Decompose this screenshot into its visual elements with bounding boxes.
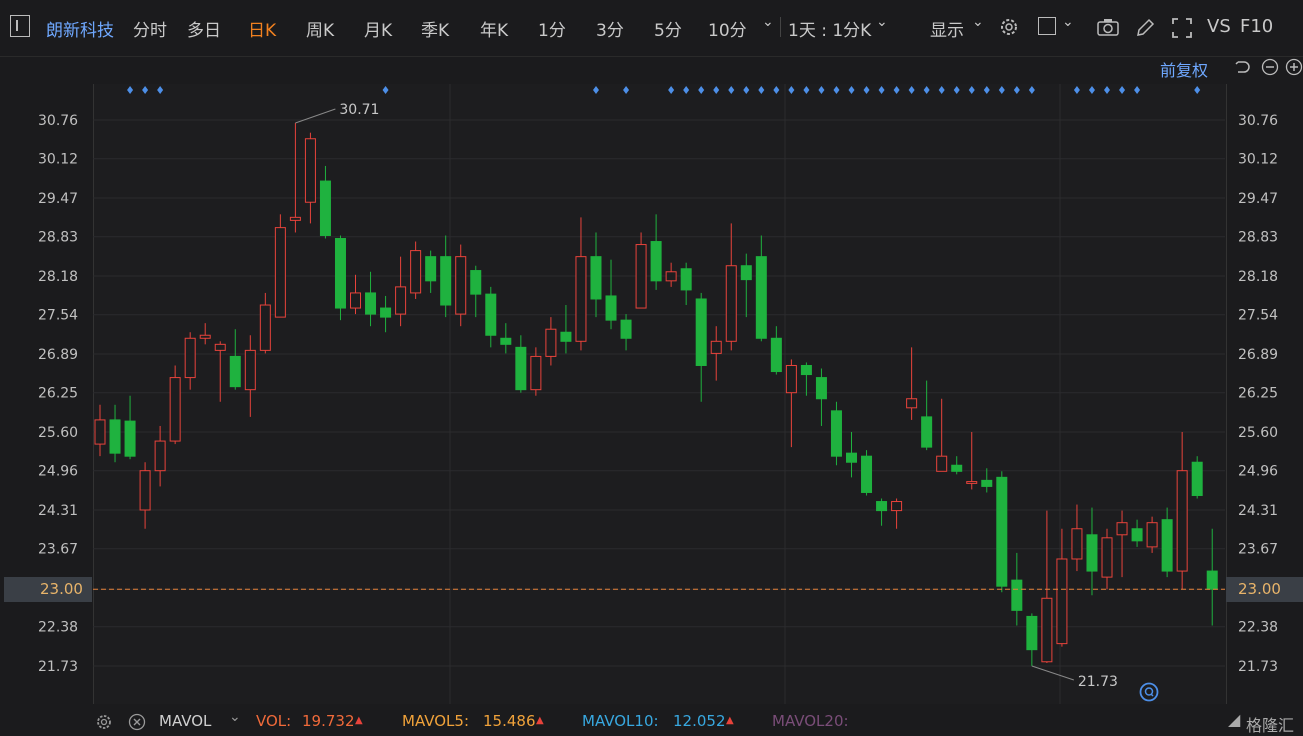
close-icon[interactable] bbox=[128, 713, 146, 735]
current-price-tag-left bbox=[4, 577, 92, 602]
price-label-right: 24.31 bbox=[1238, 503, 1278, 519]
price-label-right: 21.73 bbox=[1238, 659, 1278, 675]
price-label-right: 23.67 bbox=[1238, 542, 1278, 558]
divider bbox=[780, 17, 781, 37]
tab-yearly-k[interactable]: 年K bbox=[480, 21, 509, 41]
tab-fenshi[interactable]: 分时 bbox=[133, 21, 167, 41]
tab-3min[interactable]: 3分 bbox=[596, 21, 624, 41]
divider bbox=[0, 56, 1303, 57]
undo-icon[interactable] bbox=[1233, 58, 1251, 80]
tab-5min[interactable]: 5分 bbox=[654, 21, 682, 41]
watermark-logo-icon: ◢ bbox=[1228, 710, 1241, 729]
price-label-left: 22.38 bbox=[38, 620, 78, 636]
price-label-right: 26.89 bbox=[1238, 347, 1278, 363]
chevron-down-icon[interactable]: ⌄ bbox=[972, 14, 984, 30]
price-label-right: 22.38 bbox=[1238, 620, 1278, 636]
up-arrow-icon: ▲ bbox=[536, 715, 544, 726]
mavol10-label: MAVOL10: bbox=[582, 712, 659, 730]
indicator-select[interactable]: MAVOL bbox=[159, 712, 212, 730]
price-label-left: 28.18 bbox=[38, 269, 78, 285]
price-label-left: 21.73 bbox=[38, 659, 78, 675]
price-label-left: 26.25 bbox=[38, 386, 78, 402]
mavol20-label: MAVOL20: bbox=[772, 712, 849, 730]
adjust-mode-button[interactable]: 前复权 bbox=[1160, 61, 1209, 80]
zoom-out-icon[interactable] bbox=[1261, 58, 1279, 80]
price-label-left: 28.83 bbox=[38, 230, 78, 246]
price-label-right: 28.18 bbox=[1238, 269, 1278, 285]
tab-weekly-k[interactable]: 周K bbox=[306, 21, 335, 41]
zoom-in-icon[interactable] bbox=[1285, 58, 1303, 80]
price-label-right: 28.83 bbox=[1238, 230, 1278, 246]
vs-button[interactable]: VS bbox=[1207, 16, 1231, 37]
stock-name[interactable]: 朗新科技 bbox=[46, 21, 114, 41]
search-circle-icon[interactable] bbox=[1139, 682, 1159, 706]
price-label-left: 23.67 bbox=[38, 542, 78, 558]
period-dropdown[interactable]: 1天 : 1分K bbox=[788, 21, 872, 41]
price-label-left: 25.60 bbox=[38, 425, 78, 441]
price-label-right: 24.96 bbox=[1238, 464, 1278, 480]
mavol5-label: MAVOL5: bbox=[402, 712, 470, 730]
price-label-left: 30.76 bbox=[38, 113, 78, 129]
price-label-right: 27.54 bbox=[1238, 308, 1278, 324]
pencil-icon[interactable] bbox=[1134, 17, 1156, 43]
price-label-left: 30.12 bbox=[38, 152, 78, 168]
mavol10-value: 12.052 bbox=[673, 712, 726, 730]
display-dropdown[interactable]: 显示 bbox=[930, 21, 964, 41]
price-label-left: 24.31 bbox=[38, 503, 78, 519]
tab-quarterly-k[interactable]: 季K bbox=[421, 21, 450, 41]
menu-icon[interactable] bbox=[10, 15, 30, 37]
price-label-right: 25.60 bbox=[1238, 425, 1278, 441]
f10-button[interactable]: F10 bbox=[1240, 16, 1274, 37]
fullscreen-icon[interactable] bbox=[1170, 16, 1194, 44]
tab-duori[interactable]: 多日 bbox=[187, 21, 221, 41]
price-label-right: 30.12 bbox=[1238, 152, 1278, 168]
chevron-down-icon[interactable]: ⌄ bbox=[762, 14, 774, 30]
current-price-left: 23.00 bbox=[40, 580, 83, 598]
price-label-left: 26.89 bbox=[38, 347, 78, 363]
tab-monthly-k[interactable]: 月K bbox=[364, 21, 393, 41]
current-price-tag-right bbox=[1226, 577, 1303, 602]
gear-icon[interactable] bbox=[95, 713, 113, 735]
price-label-left: 24.96 bbox=[38, 464, 78, 480]
candlestick-chart[interactable] bbox=[93, 84, 1227, 704]
tab-1min[interactable]: 1分 bbox=[538, 21, 566, 41]
toolbar: 朗新科技 分时 多日 日K 周K 月K 季K 年K 1分 3分 5分 10分 ⌄… bbox=[0, 0, 1303, 56]
chevron-down-icon[interactable]: ⌄ bbox=[876, 14, 888, 30]
price-label-left: 29.47 bbox=[38, 191, 78, 207]
price-label-right: 29.47 bbox=[1238, 191, 1278, 207]
indicator-bar: MAVOL ⌄ VOL: 19.732 ▲ MAVOL5: 15.486 ▲ M… bbox=[0, 708, 1303, 735]
vol-value: 19.732 bbox=[302, 712, 355, 730]
price-label-left: 27.54 bbox=[38, 308, 78, 324]
tab-daily-k[interactable]: 日K bbox=[248, 21, 277, 41]
price-label-right: 30.76 bbox=[1238, 113, 1278, 129]
mavol5-value: 15.486 bbox=[483, 712, 536, 730]
vol-label: VOL: bbox=[256, 712, 292, 730]
tab-10min[interactable]: 10分 bbox=[708, 21, 747, 41]
watermark: 格隆汇 bbox=[1246, 716, 1295, 735]
square-icon[interactable] bbox=[1038, 17, 1056, 35]
chevron-down-icon[interactable]: ⌄ bbox=[1062, 14, 1074, 30]
current-price-right: 23.00 bbox=[1238, 580, 1281, 598]
gear-icon[interactable] bbox=[998, 16, 1020, 42]
up-arrow-icon: ▲ bbox=[726, 715, 734, 726]
up-arrow-icon: ▲ bbox=[355, 715, 363, 726]
price-label-right: 26.25 bbox=[1238, 386, 1278, 402]
camera-icon[interactable] bbox=[1096, 17, 1120, 41]
chevron-down-icon[interactable]: ⌄ bbox=[229, 709, 241, 725]
